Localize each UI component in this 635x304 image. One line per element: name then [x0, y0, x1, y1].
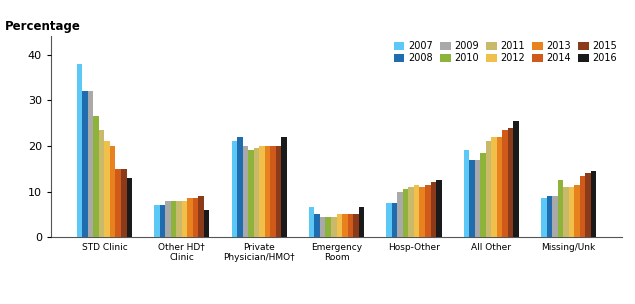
Bar [580, 176, 585, 237]
Bar [497, 137, 502, 237]
Bar [425, 185, 431, 237]
Bar [243, 146, 248, 237]
Bar [585, 173, 591, 237]
Bar [110, 146, 116, 237]
Bar [464, 150, 469, 237]
Bar [403, 189, 408, 237]
Bar [547, 196, 552, 237]
Bar [386, 203, 392, 237]
Bar [541, 199, 547, 237]
Bar [320, 216, 326, 237]
Bar [271, 146, 276, 237]
Bar [431, 182, 436, 237]
Bar [359, 208, 364, 237]
Bar [558, 180, 563, 237]
Bar [232, 141, 237, 237]
Bar [574, 185, 580, 237]
Bar [154, 205, 159, 237]
Bar [309, 208, 314, 237]
Bar [591, 171, 596, 237]
Bar [104, 141, 110, 237]
Bar [508, 128, 514, 237]
Bar [187, 199, 193, 237]
Bar [126, 178, 132, 237]
Bar [398, 192, 403, 237]
Bar [486, 141, 491, 237]
Bar [276, 146, 281, 237]
Bar [281, 137, 287, 237]
Bar [514, 121, 519, 237]
Bar [563, 187, 569, 237]
Bar [182, 201, 187, 237]
Legend: 2007, 2008, 2009, 2010, 2011, 2012, 2013, 2014, 2015, 2016: 2007, 2008, 2009, 2010, 2011, 2012, 2013… [394, 41, 617, 63]
Bar [469, 160, 475, 237]
Bar [265, 146, 271, 237]
Bar [99, 130, 104, 237]
Bar [347, 214, 353, 237]
Bar [420, 187, 425, 237]
Bar [326, 216, 331, 237]
Bar [392, 203, 398, 237]
Bar [337, 214, 342, 237]
Bar [569, 187, 574, 237]
Bar [237, 137, 243, 237]
Bar [475, 160, 480, 237]
Bar [480, 153, 486, 237]
Bar [171, 201, 177, 237]
Bar [83, 91, 88, 237]
Text: Percentage: Percentage [5, 20, 81, 33]
Bar [159, 205, 165, 237]
Bar [314, 214, 320, 237]
Bar [88, 91, 93, 237]
Bar [204, 210, 210, 237]
Bar [414, 185, 420, 237]
Bar [491, 137, 497, 237]
Bar [165, 201, 171, 237]
Bar [552, 196, 558, 237]
Bar [408, 187, 414, 237]
Bar [177, 201, 182, 237]
Bar [198, 196, 204, 237]
Bar [193, 199, 198, 237]
Bar [436, 180, 441, 237]
Bar [259, 146, 265, 237]
Bar [502, 130, 508, 237]
Bar [77, 64, 83, 237]
Bar [331, 216, 337, 237]
Bar [93, 116, 99, 237]
Bar [248, 150, 253, 237]
Bar [253, 148, 259, 237]
Bar [353, 214, 359, 237]
Bar [121, 169, 126, 237]
Bar [342, 214, 347, 237]
Bar [116, 169, 121, 237]
